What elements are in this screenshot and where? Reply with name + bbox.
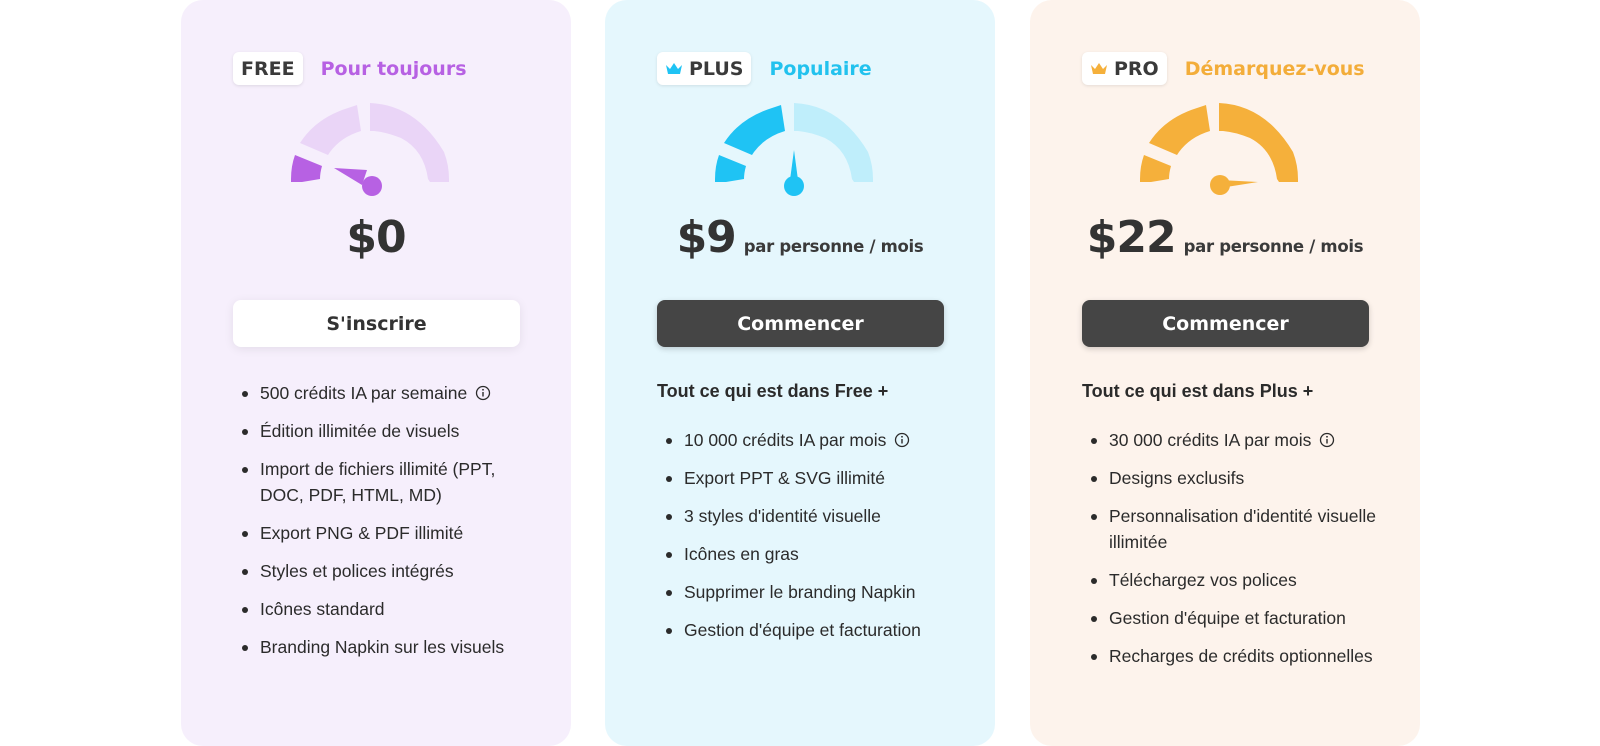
feature-item: Gestion d'équipe et facturation — [657, 618, 957, 644]
plan-tagline: Pour toujours — [320, 57, 467, 80]
plan-badge-label: FREE — [241, 57, 295, 80]
plan-badge-label: PRO — [1114, 57, 1159, 80]
plan-tagline: Populaire — [769, 57, 872, 80]
feature-item: Supprimer le branding Napkin — [657, 580, 957, 606]
plan-card-free: FREE Pour toujours $0 S'inscrire 500 cré… — [181, 0, 571, 746]
feature-item: Branding Napkin sur les visuels — [233, 635, 533, 661]
feature-item: Export PNG & PDF illimité — [233, 521, 533, 547]
plan-header: FREE Pour toujours — [233, 52, 467, 85]
plan-header: PRO Démarquez-vous — [1082, 52, 1365, 85]
feature-list: 10 000 crédits IA par mois Export PPT & … — [657, 428, 957, 656]
feature-item: 10 000 crédits IA par mois — [657, 428, 957, 454]
feature-item: Export PPT & SVG illimité — [657, 466, 957, 492]
gauge-icon — [715, 103, 873, 196]
info-icon[interactable] — [475, 385, 491, 401]
plan-badge: FREE — [233, 52, 303, 85]
start-button[interactable]: Commencer — [1082, 300, 1369, 347]
plan-card-pro: PRO Démarquez-vous $22 par personne / mo… — [1030, 0, 1420, 746]
feature-item: Téléchargez vos polices — [1082, 568, 1382, 594]
plan-card-plus: PLUS Populaire $9 par personne / mois Co… — [605, 0, 995, 746]
crown-icon — [666, 62, 682, 74]
price-amount: $22 — [1086, 212, 1177, 263]
feature-item: 3 styles d'identité visuelle — [657, 504, 957, 530]
gauge-icon — [1140, 103, 1298, 195]
plan-badge-label: PLUS — [689, 57, 744, 80]
feature-item: Recharges de crédits optionnelles — [1082, 644, 1382, 670]
feature-item: Styles et polices intégrés — [233, 559, 533, 585]
price-row: $0 — [181, 212, 571, 263]
feature-item: Designs exclusifs — [1082, 466, 1382, 492]
feature-item: 30 000 crédits IA par mois — [1082, 428, 1382, 454]
feature-list: 30 000 crédits IA par mois Designs exclu… — [1082, 428, 1382, 682]
plan-tagline: Démarquez-vous — [1184, 57, 1365, 80]
price-amount: $9 — [676, 212, 737, 263]
feature-list: 500 crédits IA par semaine Édition illim… — [233, 381, 533, 673]
feature-item: Icônes standard — [233, 597, 533, 623]
price-period: par personne / mois — [743, 237, 924, 256]
feature-item: Gestion d'équipe et facturation — [1082, 606, 1382, 632]
feature-item: Icônes en gras — [657, 542, 957, 568]
gauge-icon — [291, 103, 449, 196]
crown-icon — [1091, 62, 1107, 74]
feature-item: Édition illimitée de visuels — [233, 419, 533, 445]
price-row: $9 par personne / mois — [605, 212, 995, 263]
feature-item: 500 crédits IA par semaine — [233, 381, 533, 407]
info-icon[interactable] — [1319, 432, 1335, 448]
price-row: $22 par personne / mois — [1030, 212, 1420, 263]
feature-item: Personnalisation d'identité visuelle ill… — [1082, 504, 1382, 555]
feature-item: Import de fichiers illimité (PPT, DOC, P… — [233, 457, 533, 508]
plan-intro: Tout ce qui est dans Plus + — [1082, 381, 1314, 401]
plan-header: PLUS Populaire — [657, 52, 872, 85]
start-button[interactable]: Commencer — [657, 300, 944, 347]
info-icon[interactable] — [894, 432, 910, 448]
signup-button[interactable]: S'inscrire — [233, 300, 520, 347]
price-amount: $0 — [346, 212, 406, 263]
plan-badge: PLUS — [657, 52, 752, 85]
plan-badge: PRO — [1082, 52, 1167, 85]
price-period: par personne / mois — [1183, 237, 1364, 256]
plan-intro: Tout ce qui est dans Free + — [657, 381, 889, 401]
